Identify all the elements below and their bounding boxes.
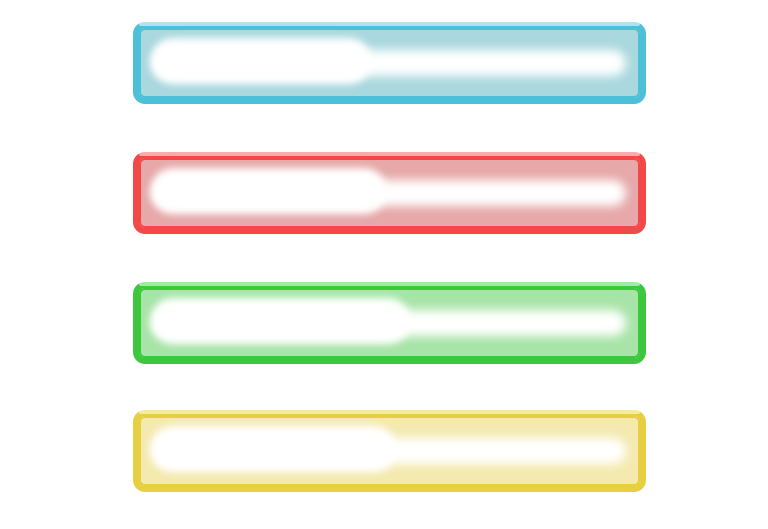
frame-highlight — [139, 152, 640, 156]
progress-track — [139, 28, 640, 98]
frame-highlight — [139, 282, 640, 286]
progress-bar-green — [117, 266, 662, 380]
progress-fill — [151, 38, 372, 84]
progress-fill — [151, 298, 411, 344]
progress-bar-red — [117, 136, 662, 250]
frame-highlight — [139, 410, 640, 414]
progress-bar-yellow — [117, 394, 662, 508]
progress-track — [139, 416, 640, 486]
progress-bar-blue — [117, 6, 662, 120]
progress-track — [139, 158, 640, 228]
progress-fill — [151, 426, 396, 472]
progress-track — [139, 288, 640, 358]
frame-highlight — [139, 22, 640, 26]
progress-fill — [151, 168, 386, 214]
